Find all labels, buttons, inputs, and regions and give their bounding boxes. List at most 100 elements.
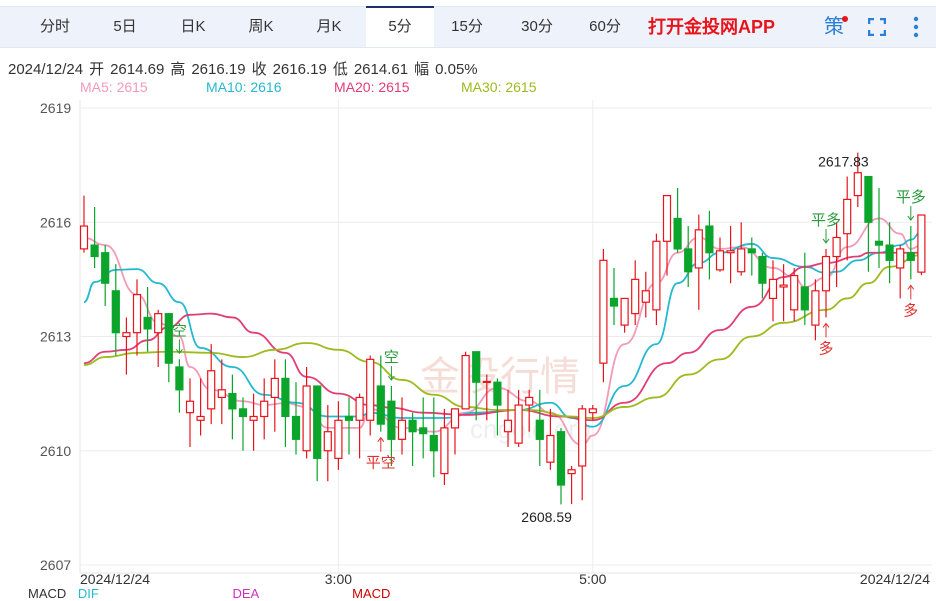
tab-15min[interactable]: 15分	[451, 18, 483, 35]
candle	[196, 378, 205, 436]
candle	[281, 359, 290, 447]
candle-body	[917, 214, 926, 273]
candle-body	[588, 408, 597, 414]
candle-body	[737, 248, 746, 273]
candle-body	[143, 316, 152, 330]
candle-body	[482, 380, 491, 384]
candle-body	[811, 290, 820, 326]
candle	[599, 248, 608, 383]
legend-ma5: MA5: 2615	[80, 79, 148, 95]
candle-body	[397, 419, 407, 440]
candle	[164, 313, 173, 383]
candle	[556, 427, 566, 505]
candle	[122, 317, 131, 375]
candle-body	[821, 255, 831, 292]
candle-body	[238, 408, 248, 418]
tab-60min[interactable]: 60分	[589, 18, 621, 35]
candle-body	[313, 385, 322, 459]
candle-body	[164, 313, 173, 364]
candle-body	[270, 377, 279, 399]
max-label: 2617.83	[818, 154, 869, 170]
candle	[344, 397, 354, 455]
candle-body	[874, 240, 884, 246]
open-app-link[interactable]: 打开金投网APP	[648, 17, 776, 37]
candle	[461, 351, 470, 410]
arrow-up-icon	[377, 436, 385, 443]
arrow-down-icon	[176, 349, 183, 355]
candle	[800, 252, 809, 326]
candle-body	[344, 415, 354, 421]
legend-ma30: MA30: 2615	[461, 79, 537, 95]
candle	[779, 264, 788, 322]
tab-weekly-k[interactable]: 周K	[248, 18, 274, 35]
candle-body	[450, 408, 460, 429]
candle-body	[652, 240, 661, 311]
candle	[503, 389, 513, 447]
candle-body	[111, 290, 120, 334]
candle-body	[662, 194, 672, 242]
min-label: 2608.59	[521, 509, 572, 525]
candle	[747, 237, 756, 276]
candle	[853, 152, 862, 208]
low-value: 2614.61	[353, 61, 409, 78]
tab-intraday[interactable]: 分时	[39, 18, 70, 35]
candle	[408, 412, 417, 466]
candle-body	[334, 419, 343, 459]
tab-daily-k[interactable]: 日K	[180, 18, 206, 35]
candle	[821, 248, 831, 318]
candle-body	[779, 284, 788, 288]
tab-30min[interactable]: 30分	[521, 18, 553, 35]
candle-body	[853, 172, 862, 197]
candle-body	[366, 358, 375, 421]
candle	[366, 355, 375, 436]
close-value: 2616.19	[272, 61, 327, 78]
candles	[79, 152, 926, 505]
candle-body	[302, 385, 311, 452]
macd-value-label: MACD	[352, 586, 391, 601]
candle-body	[599, 259, 608, 364]
tab-5day[interactable]: 5日	[113, 18, 137, 35]
fullscreen-icon[interactable]	[868, 18, 886, 36]
candle	[535, 389, 544, 466]
candle	[228, 374, 237, 440]
candle	[132, 279, 142, 356]
candle-body	[132, 294, 142, 334]
tab-monthly-k[interactable]: 月K	[316, 18, 342, 35]
candle	[397, 397, 407, 455]
signal-label: 多	[903, 301, 918, 319]
candle-body	[154, 313, 163, 334]
candle	[323, 405, 332, 482]
candle-body	[790, 274, 799, 311]
info-date: 2024/12/24	[8, 61, 84, 78]
arrow-up-icon	[907, 284, 915, 290]
candle-body	[705, 225, 714, 254]
macd-row: MACD DIF DEA MACD	[28, 587, 390, 600]
dif-label: DIF	[77, 586, 99, 601]
candle-body	[673, 217, 682, 250]
candle	[154, 309, 163, 367]
candle	[811, 279, 820, 341]
candle	[578, 405, 587, 501]
strategy-button[interactable]: 策	[824, 16, 844, 38]
x-tick-label: 2024/12/24	[80, 571, 150, 587]
candle-body	[503, 419, 513, 433]
candle-body	[864, 175, 873, 223]
signal-label: 空	[172, 321, 187, 339]
candle	[313, 385, 322, 482]
candle	[482, 374, 491, 421]
candle	[260, 378, 269, 440]
signal-label: 多	[818, 339, 833, 357]
signal-label: 平空	[366, 454, 396, 472]
candle	[631, 260, 640, 326]
candle-body	[546, 434, 555, 463]
signal-label: 平多	[896, 188, 926, 206]
candle-body	[419, 427, 428, 435]
candle	[620, 297, 629, 333]
candle	[546, 408, 555, 470]
tab-5min[interactable]: 5分	[366, 6, 434, 47]
legend-ma10: MA10: 2616	[206, 79, 282, 95]
candle	[90, 207, 99, 268]
vertical-dots-icon[interactable]	[913, 16, 919, 38]
candle	[588, 405, 597, 421]
